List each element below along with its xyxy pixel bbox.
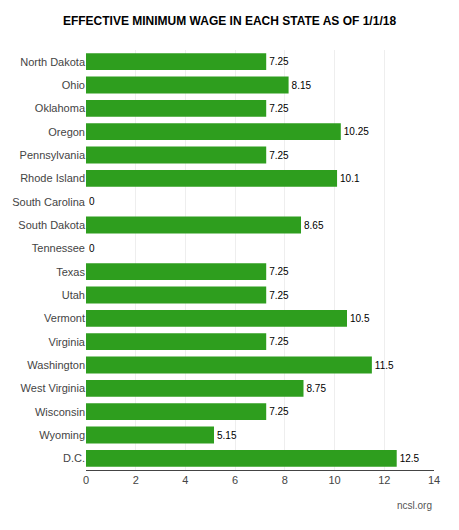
svg-text:4: 4 [182,474,188,486]
svg-text:7.25: 7.25 [269,266,289,277]
svg-text:Wyoming: Wyoming [39,429,85,441]
svg-text:8.75: 8.75 [307,383,327,394]
svg-text:Wisconsin: Wisconsin [35,406,85,418]
svg-text:8.65: 8.65 [304,220,324,231]
svg-text:7.25: 7.25 [269,336,289,347]
svg-text:11.5: 11.5 [375,360,394,371]
svg-text:10.1: 10.1 [340,173,360,184]
svg-text:Oregon: Oregon [48,126,85,138]
svg-text:Tennessee: Tennessee [32,242,85,254]
svg-text:8.15: 8.15 [292,80,312,91]
svg-text:7.25: 7.25 [269,406,289,417]
svg-text:2: 2 [133,474,139,486]
svg-text:D.C.: D.C. [63,452,85,464]
svg-text:Pennsylvania: Pennsylvania [20,149,86,161]
svg-text:10: 10 [328,474,340,486]
svg-text:12: 12 [378,474,390,486]
svg-text:8: 8 [282,474,288,486]
svg-text:ncsl.org: ncsl.org [397,500,432,511]
svg-text:0: 0 [83,474,89,486]
svg-text:7.25: 7.25 [269,56,289,67]
svg-text:5.15: 5.15 [217,430,237,441]
svg-text:0: 0 [89,243,95,254]
svg-text:North Dakota: North Dakota [20,56,86,68]
svg-text:Texas: Texas [56,266,85,278]
svg-text:Ohio: Ohio [62,79,85,91]
svg-text:Virginia: Virginia [49,336,86,348]
svg-text:Rhode Island: Rhode Island [20,172,85,184]
svg-text:South Carolina: South Carolina [12,196,86,208]
svg-text:7.25: 7.25 [269,103,289,114]
svg-text:West Virginia: West Virginia [21,382,86,394]
svg-text:South Dakota: South Dakota [18,219,86,231]
svg-text:12.5: 12.5 [400,453,420,464]
svg-text:7.25: 7.25 [269,150,289,161]
svg-text:10.5: 10.5 [350,313,370,324]
svg-text:EFFECTIVE MINIMUM WAGE IN EACH: EFFECTIVE MINIMUM WAGE IN EACH STATE AS … [63,14,396,28]
svg-text:Utah: Utah [62,289,85,301]
svg-text:Vermont: Vermont [44,312,85,324]
svg-text:6: 6 [232,474,238,486]
svg-text:7.25: 7.25 [269,290,289,301]
svg-text:0: 0 [89,196,95,207]
svg-text:Oklahoma: Oklahoma [35,102,86,114]
svg-text:10.25: 10.25 [344,126,369,137]
svg-text:Washington: Washington [27,359,85,371]
svg-text:14: 14 [428,474,440,486]
